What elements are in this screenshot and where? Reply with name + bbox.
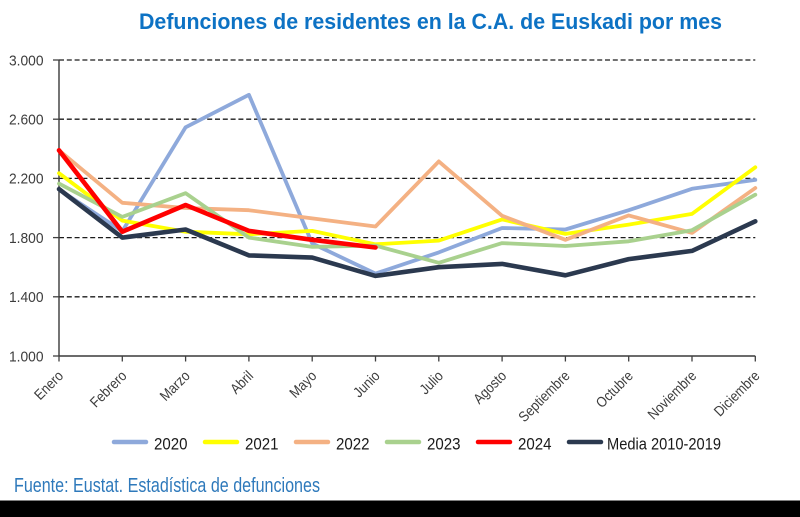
svg-text:Octubre: Octubre xyxy=(593,368,636,411)
svg-text:Diciembre: Diciembre xyxy=(711,368,763,420)
svg-text:2024: 2024 xyxy=(518,435,552,453)
svg-text:2020: 2020 xyxy=(154,435,188,453)
svg-text:Marzo: Marzo xyxy=(157,368,193,404)
svg-text:3.000: 3.000 xyxy=(9,52,44,69)
svg-text:Enero: Enero xyxy=(32,368,67,403)
svg-text:Febrero: Febrero xyxy=(87,368,130,411)
svg-text:2023: 2023 xyxy=(427,435,461,453)
svg-text:Junio: Junio xyxy=(351,368,384,401)
svg-text:Septiembre: Septiembre xyxy=(516,368,573,425)
svg-text:Fuente: Eustat. Estadística de: Fuente: Eustat. Estadística de defuncion… xyxy=(14,475,320,497)
svg-text:Agosto: Agosto xyxy=(471,368,510,407)
svg-text:Julio: Julio xyxy=(417,368,447,398)
svg-text:Abril: Abril xyxy=(228,368,257,397)
svg-text:Noviembre: Noviembre xyxy=(645,368,700,423)
svg-text:Defunciones de residentes en l: Defunciones de residentes en la C.A. de … xyxy=(139,9,722,34)
svg-text:2.600: 2.600 xyxy=(9,112,44,129)
svg-text:2022: 2022 xyxy=(336,435,370,453)
svg-text:1.800: 1.800 xyxy=(9,230,44,247)
svg-text:1.400: 1.400 xyxy=(9,289,44,306)
svg-text:Media 2010-2019: Media 2010-2019 xyxy=(607,435,721,453)
svg-text:1.000: 1.000 xyxy=(9,348,44,365)
svg-text:2021: 2021 xyxy=(245,435,279,453)
svg-text:Mayo: Mayo xyxy=(287,368,320,401)
svg-text:2.200: 2.200 xyxy=(9,171,44,188)
